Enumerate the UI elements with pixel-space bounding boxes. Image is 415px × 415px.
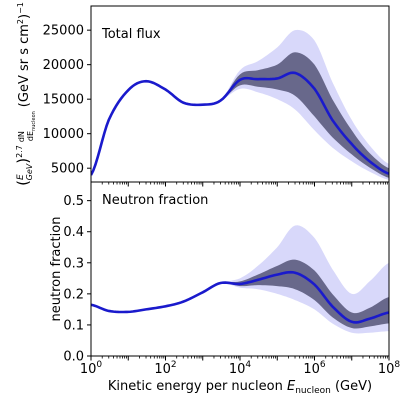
neutron-y-tick-label: 0.5 [63,194,84,209]
flux-y-tick-label: 25000 [43,24,84,39]
neutron-core-band [91,259,389,329]
neutron-y-tick-label: 0.2 [63,287,84,302]
flux-y-tick-label: 10000 [43,127,84,142]
neutron-axes-frame [90,181,390,357]
flux-y-axis-label: (EGeV)2.7dNdEnucleon(GeV sr s cm2)−1 [14,2,37,186]
neutron-y-tick-label: 0.0 [63,350,84,365]
neutron-y-tick-label: 0.4 [63,225,84,240]
flux-panel: 5000 10000 15000 20000 25000 Total flux (EGe… [14,2,390,187]
neutron-y-axis-label: neutron fraction [49,217,64,322]
neutron-y-tick-label: 0.3 [63,256,84,271]
flux-y-tick-label: 15000 [43,93,84,108]
x-tick-label: 100 [80,360,103,377]
flux-sample-spread [91,29,389,180]
flux-panel-title: Total flux [101,27,161,42]
flux-y-ticks: 5000 10000 15000 20000 25000 [43,24,91,177]
flux-y-tick-label: 20000 [43,58,84,73]
x-tick-label: 106 [303,360,326,377]
neutron-y-ticks: 0.0 0.1 0.2 0.3 0.4 0.5 [63,194,91,365]
neutron-y-tick-label: 0.1 [63,318,84,333]
svg-text:Kinetic energy per nucleon Enu: Kinetic energy per nucleon Enucleon (GeV… [108,379,372,396]
flux-x-ticks [90,182,390,187]
neutron-panel-title: Neutron fraction [102,193,208,208]
flux-line [91,71,389,176]
x-tick-label: 108 [378,360,401,377]
neutron-x-ticks: 100 102 104 106 108 [80,356,401,377]
x-axis-label: Kinetic energy per nucleon Enucleon (GeV… [108,379,372,396]
flux-core-band [91,52,389,178]
x-tick-label: 104 [229,360,252,377]
svg-text:(EGeV)2.7dNdEnucleon(GeV sr s: (EGeV)2.7dNdEnucleon(GeV sr s cm2)−1 [14,2,37,186]
flux-y-tick-label: 5000 [51,162,84,177]
neutron-sample-spread [91,225,389,334]
neutron-line [91,270,389,324]
x-tick-label: 102 [154,360,176,377]
neutron-panel: 0.0 0.1 0.2 0.3 0.4 0.5 100 102 104 106 108 Neutr… [49,193,400,396]
